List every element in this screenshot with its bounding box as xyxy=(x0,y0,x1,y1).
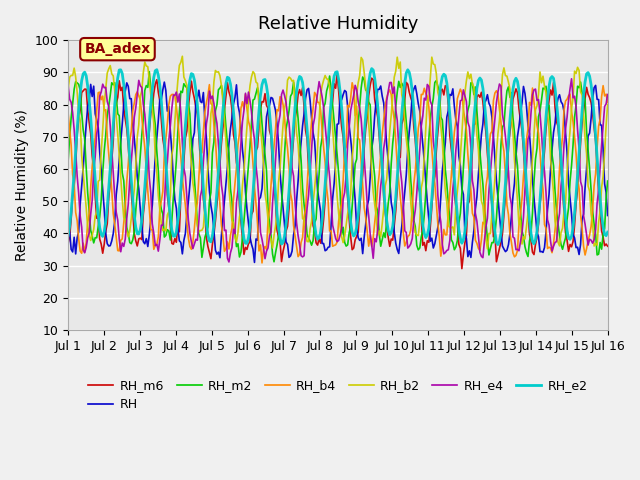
Text: BA_adex: BA_adex xyxy=(84,42,150,56)
Y-axis label: Relative Humidity (%): Relative Humidity (%) xyxy=(15,109,29,261)
Legend: RH_m6, RH, RH_m2, RH_b4, RH_b2, RH_e4, RH_e2: RH_m6, RH, RH_m2, RH_b4, RH_b2, RH_e4, R… xyxy=(83,374,593,416)
Title: Relative Humidity: Relative Humidity xyxy=(258,15,418,33)
